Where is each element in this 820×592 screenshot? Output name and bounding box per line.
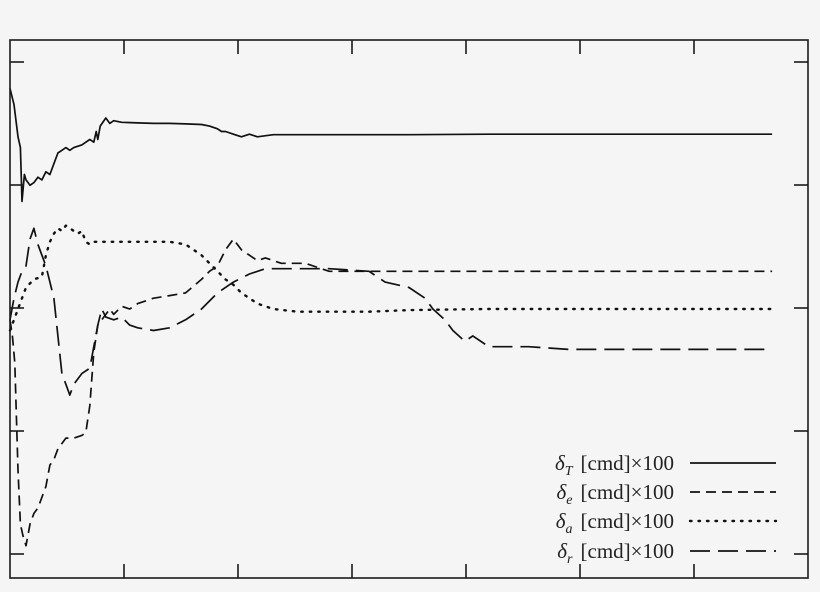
- legend-label-T: δT [cmd]×100: [555, 451, 674, 479]
- series-line-T: [9, 88, 773, 203]
- axis-ticks: [10, 40, 808, 578]
- axes-frame: [9, 39, 809, 579]
- series-line-r: [9, 227, 773, 396]
- legend-label-r: δr [cmd]×100: [557, 539, 674, 567]
- series-line-a: [8, 224, 774, 332]
- legend-label-e: δe [cmd]×100: [557, 480, 674, 508]
- series-line-e: [9, 238, 773, 547]
- plot-area: [8, 88, 774, 547]
- legend-label-a: δa [cmd]×100: [556, 509, 674, 537]
